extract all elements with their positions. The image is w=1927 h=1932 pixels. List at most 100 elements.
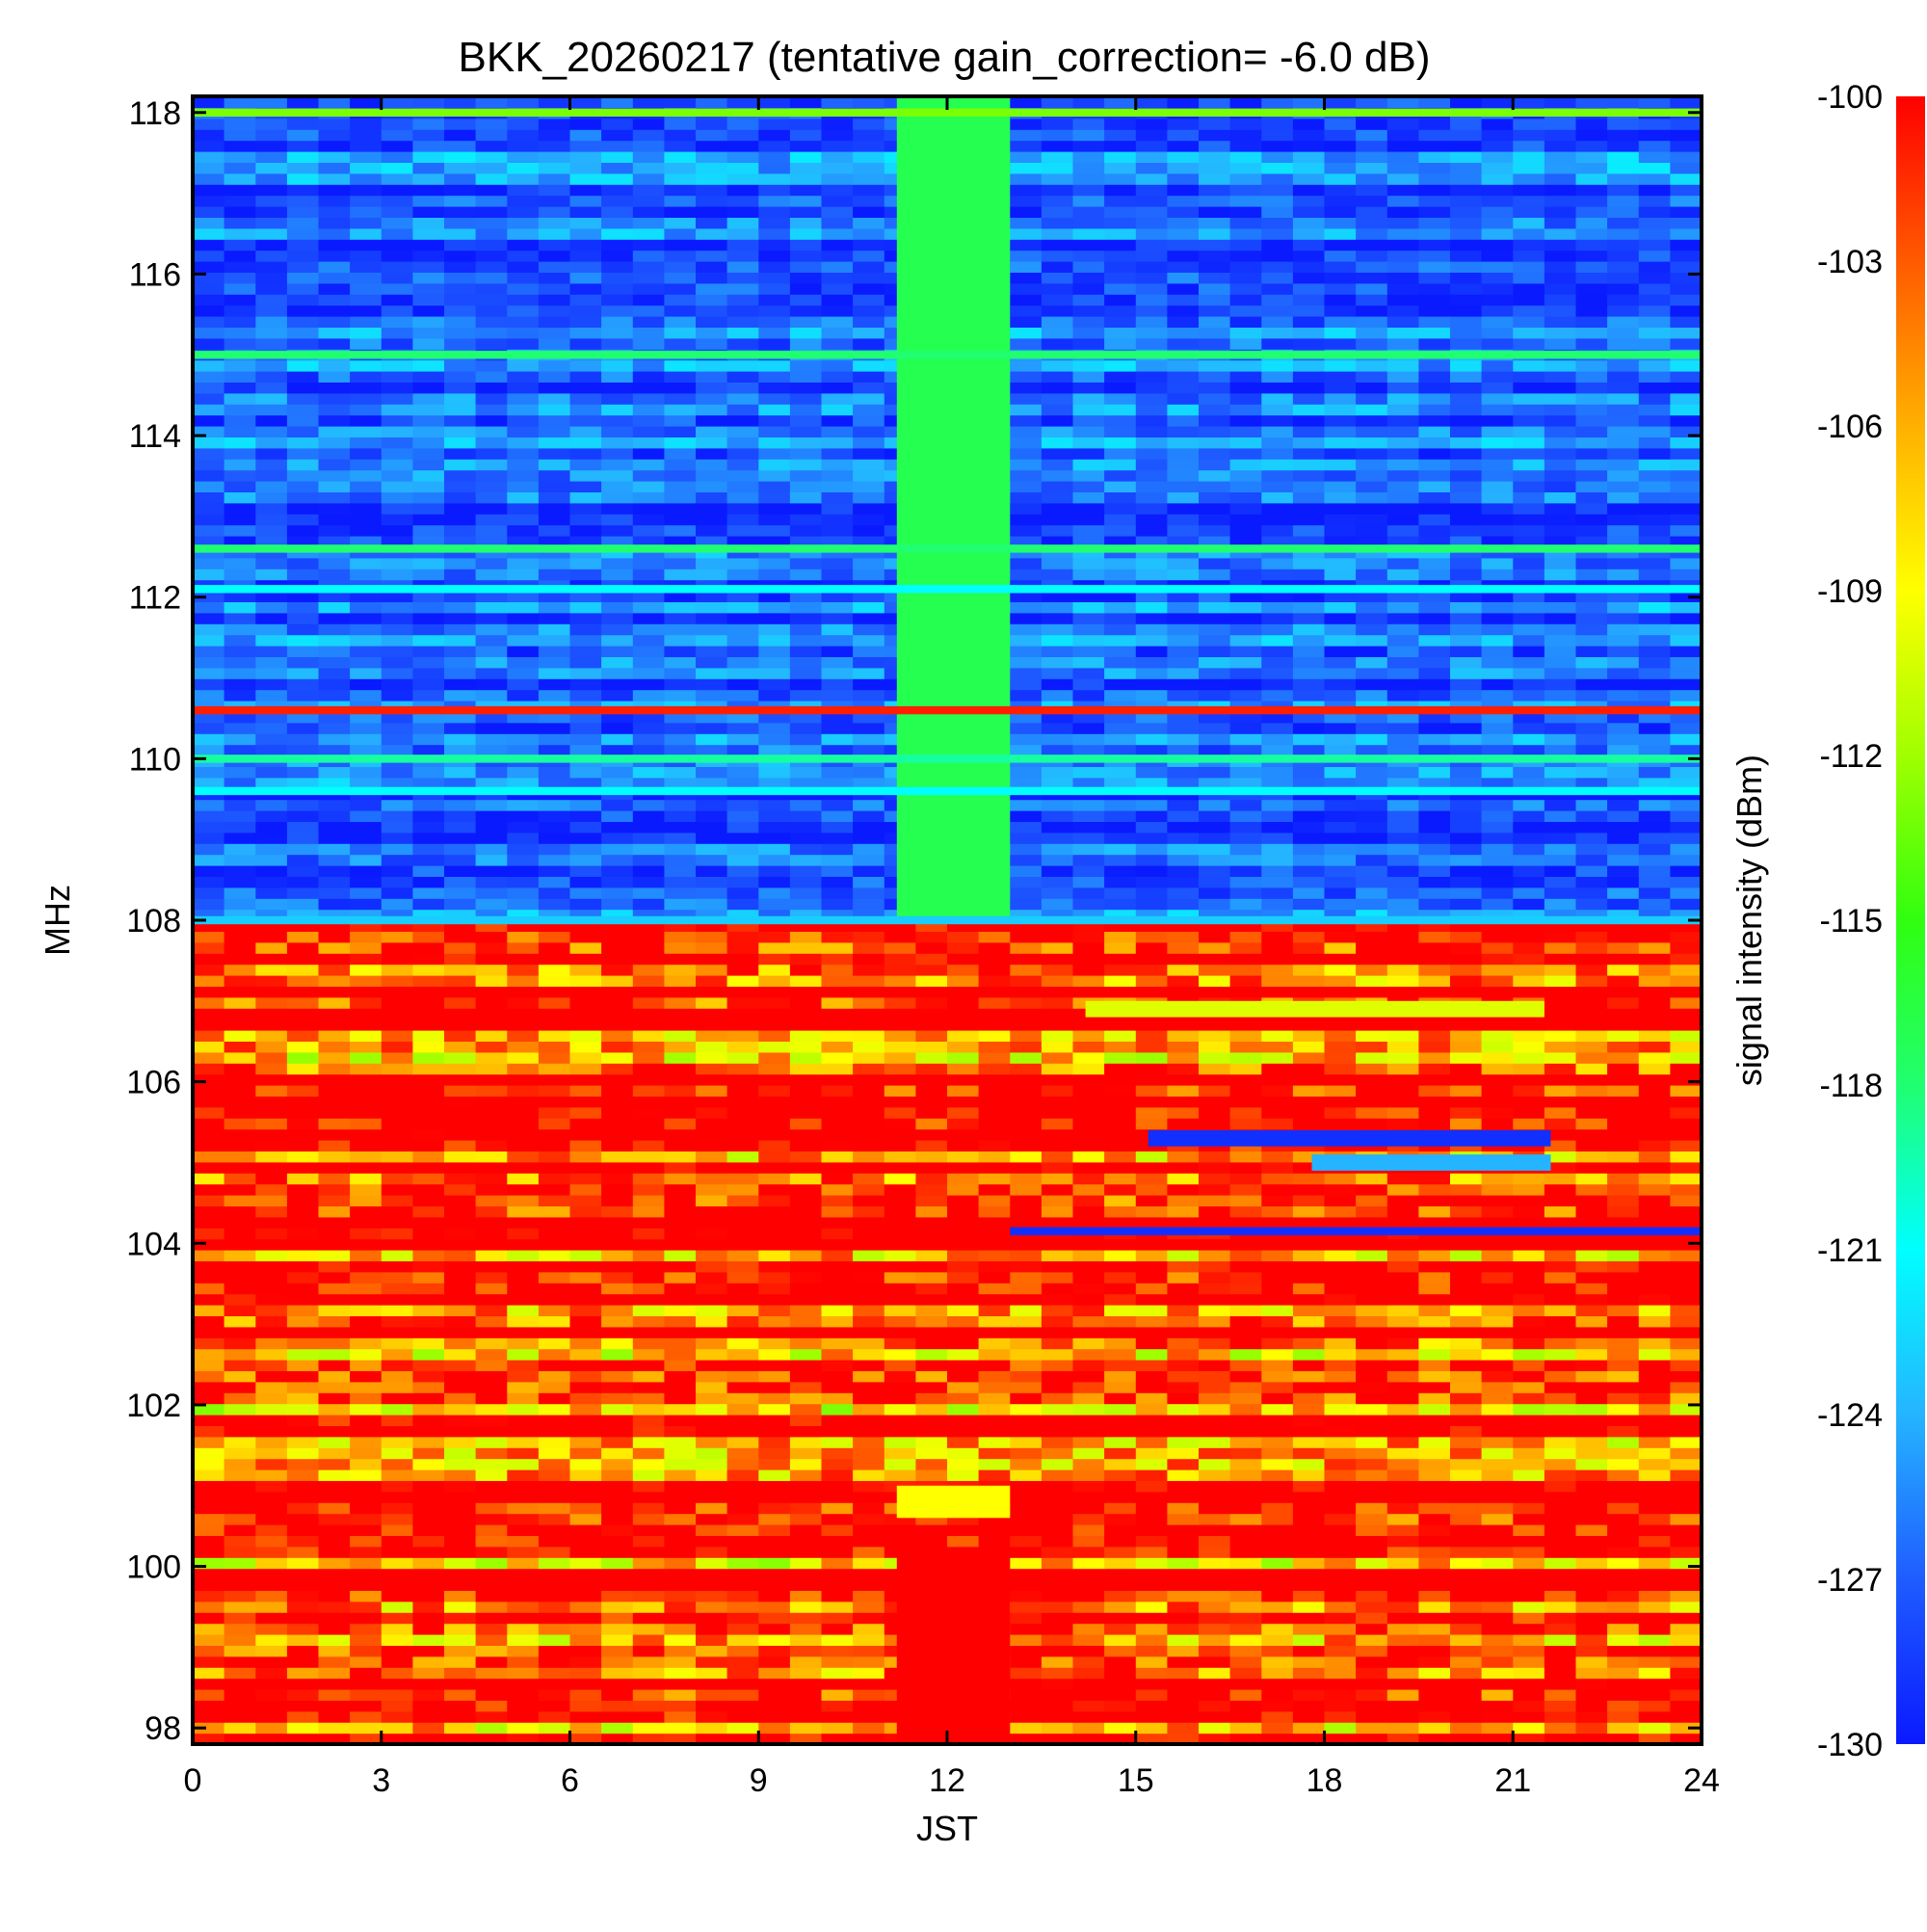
heatmap-cell [1418, 843, 1451, 856]
heatmap-cell [412, 1250, 445, 1261]
heatmap-cell [1041, 1634, 1074, 1646]
heatmap-cell [1481, 843, 1514, 856]
heatmap-cell [1481, 623, 1514, 636]
heatmap-cell [726, 1645, 759, 1657]
heatmap-cell [412, 1634, 445, 1646]
heatmap-cell [350, 1568, 383, 1580]
heatmap-cell [318, 1161, 351, 1174]
heatmap-cell [1324, 1326, 1357, 1338]
heatmap-cell [1638, 996, 1671, 1009]
heatmap-cell [1356, 623, 1388, 636]
heatmap-cell [978, 1041, 1011, 1053]
heatmap-cell [1292, 646, 1326, 657]
heatmap-cell [1356, 689, 1388, 701]
heatmap-cell [350, 810, 383, 822]
heatmap-cell [224, 1063, 256, 1075]
heatmap-cell [444, 1216, 477, 1229]
heatmap-cell [789, 865, 823, 877]
heatmap-cell [1450, 1041, 1483, 1053]
heatmap-cell [1481, 1546, 1514, 1558]
heatmap-cell [381, 646, 413, 657]
heatmap-cell [286, 634, 320, 647]
heatmap-cell [1607, 601, 1640, 614]
heatmap-cell [978, 1128, 1011, 1141]
heatmap-cell [632, 744, 665, 756]
heatmap-cell [1513, 1469, 1545, 1481]
heatmap-cell [632, 876, 665, 888]
heatmap-cell [1135, 1469, 1168, 1481]
heatmap-cell [601, 1271, 634, 1284]
heatmap-cell [601, 1085, 634, 1097]
heatmap-cell [475, 646, 508, 657]
heatmap-cell [1167, 1106, 1200, 1119]
heatmap-cell [350, 1579, 383, 1591]
heatmap-cell [789, 1447, 823, 1460]
heatmap-cell [569, 1392, 602, 1405]
heatmap-cell [381, 1381, 413, 1393]
heatmap-cell [1607, 711, 1640, 724]
heatmap-cell [1104, 1722, 1137, 1734]
heatmap-cell [1229, 1557, 1262, 1570]
heatmap-cell [381, 722, 413, 734]
heatmap-cell [978, 1030, 1011, 1042]
heatmap-cell [1607, 1260, 1640, 1273]
heatmap-cell [569, 722, 602, 734]
heatmap-cell [601, 865, 634, 877]
heatmap-cell [1481, 1590, 1514, 1602]
heatmap-cell [915, 1106, 948, 1119]
heatmap-cell [1292, 1535, 1326, 1548]
heatmap-cell [1167, 1469, 1200, 1481]
heatmap-cell [1418, 1458, 1451, 1470]
heatmap-cell [1386, 1612, 1419, 1625]
heatmap-cell [1010, 722, 1043, 734]
heatmap-cell [318, 876, 351, 888]
heatmap-cell [1010, 1030, 1043, 1042]
heatmap-cell [821, 931, 854, 943]
heatmap-cell [1324, 634, 1357, 647]
heatmap-cell [978, 1051, 1011, 1064]
heatmap-cell [318, 931, 351, 943]
heatmap-cell [569, 1370, 602, 1383]
heatmap-cell [1104, 1623, 1137, 1635]
heatmap-cell [1481, 1348, 1514, 1361]
heatmap-cell [1418, 821, 1451, 834]
heatmap-cell [507, 1700, 540, 1712]
heatmap-cell [884, 1415, 916, 1426]
heatmap-cell [632, 1260, 665, 1273]
heatmap-cell [1167, 1370, 1200, 1383]
heatmap-cell [412, 1305, 445, 1316]
heatmap-cell [224, 1073, 256, 1086]
heatmap-cell [632, 854, 665, 866]
heatmap-cell [1670, 1392, 1703, 1405]
heatmap-cell [1418, 1623, 1451, 1635]
heatmap-cell [789, 1623, 823, 1635]
heatmap-cell [1199, 1447, 1231, 1460]
heatmap-cell [1199, 1590, 1231, 1602]
heatmap-cell [475, 656, 508, 669]
heatmap-cell [696, 1557, 728, 1570]
heatmap-cell [632, 777, 665, 789]
heatmap-cell [412, 1096, 445, 1108]
heatmap-cell [1544, 766, 1577, 779]
heatmap-cell [569, 810, 602, 822]
heatmap-cell [758, 733, 791, 746]
heatmap-cell [726, 1216, 759, 1229]
heatmap-cell [1167, 1458, 1200, 1470]
heatmap-cell [1324, 1722, 1357, 1734]
heatmap-cell [507, 1601, 540, 1613]
heatmap-cell [601, 876, 634, 888]
heatmap-cell [632, 1469, 665, 1481]
heatmap-cell [318, 1425, 351, 1438]
heatmap-cell [1229, 1315, 1262, 1328]
heatmap-cell [1292, 854, 1326, 866]
heatmap-cell [1324, 1096, 1357, 1108]
heatmap-cell [507, 744, 540, 756]
heatmap-cell [1356, 1458, 1388, 1470]
heatmap-cell [1135, 1183, 1168, 1196]
heatmap-cell [1670, 1415, 1703, 1426]
heatmap-cell [978, 1447, 1011, 1460]
heatmap-cell [601, 1337, 634, 1350]
heatmap-cell [853, 810, 885, 822]
heatmap-cell [947, 1019, 980, 1031]
heatmap-cell [507, 1073, 540, 1086]
